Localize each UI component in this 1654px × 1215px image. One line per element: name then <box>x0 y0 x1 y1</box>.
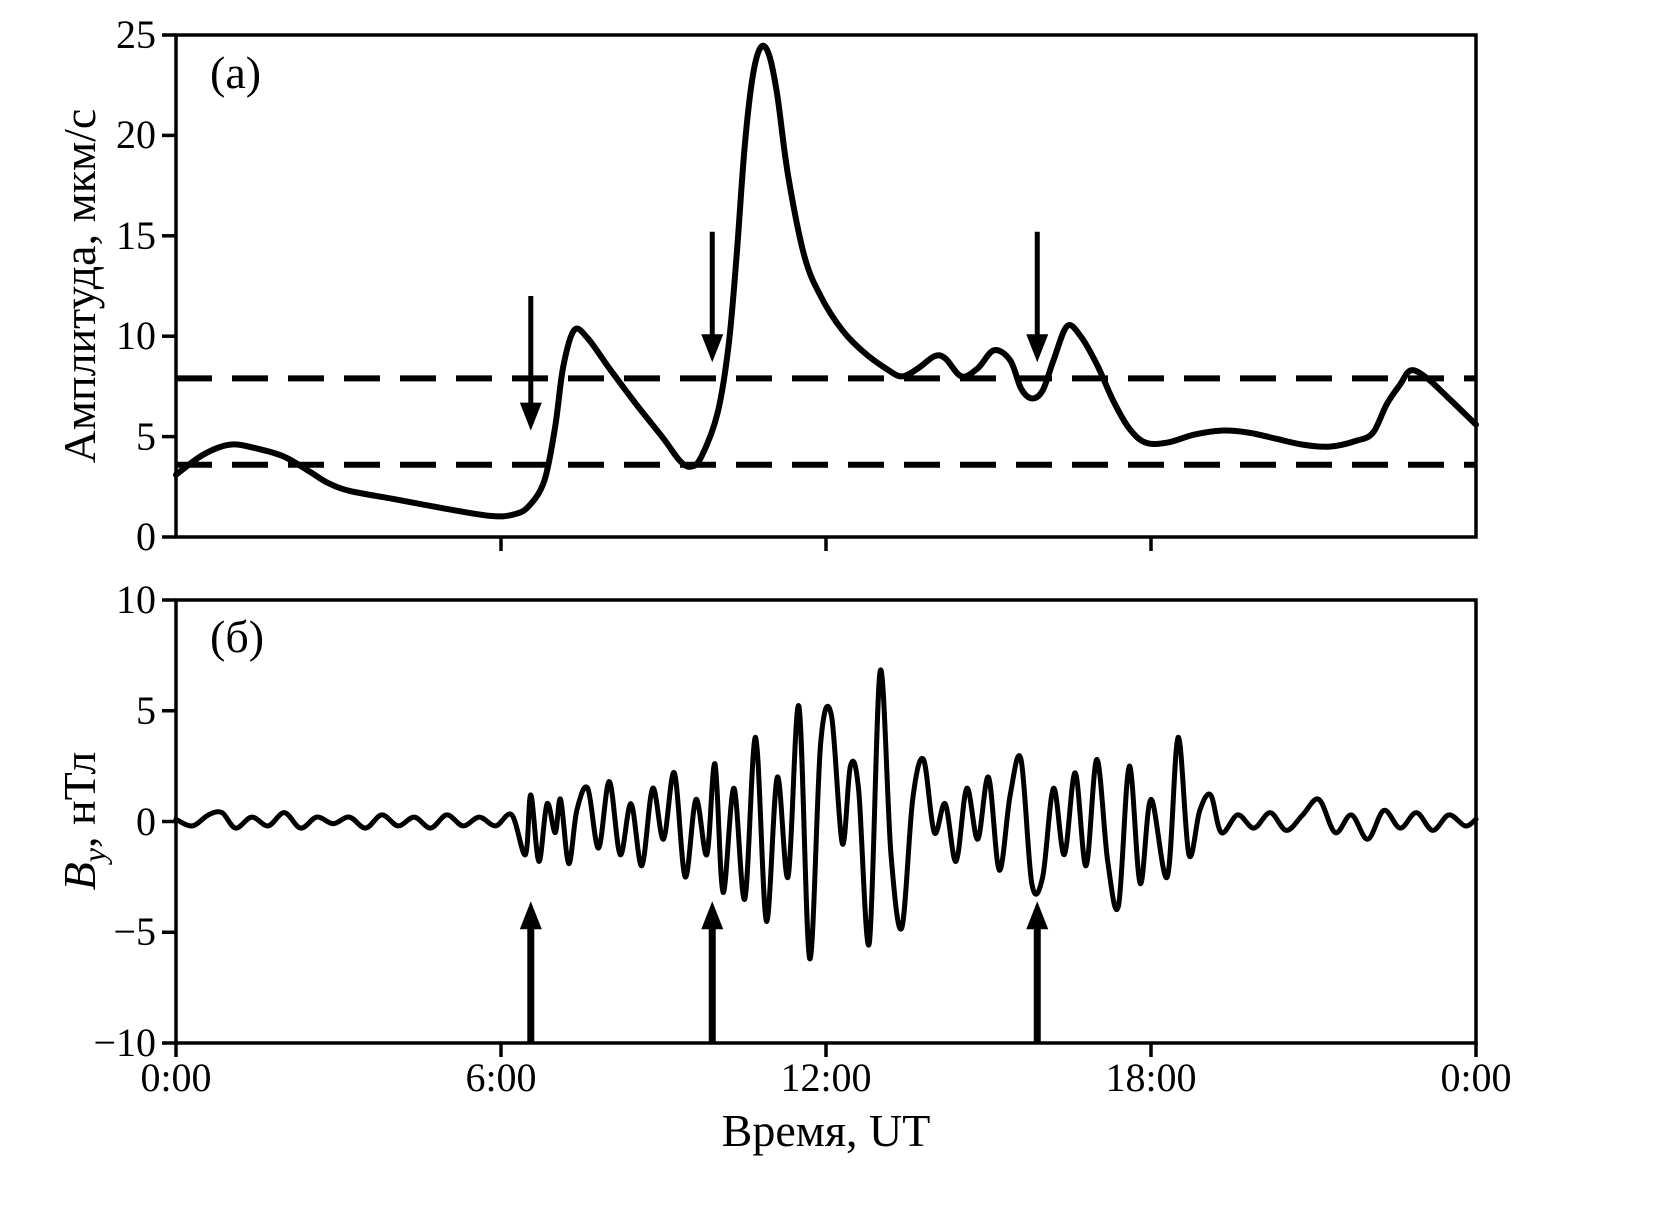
xtick-0600: 6:00 <box>465 1055 537 1100</box>
amplitude-series-line <box>173 42 1479 520</box>
panel-a-ytick-20: 20 <box>116 112 156 157</box>
panel-a-ytick-0: 0 <box>136 514 156 559</box>
panel-b-ytick-0: 0 <box>136 799 156 844</box>
by-symbol: B <box>54 862 105 891</box>
panel-b-event-arrow-0-head <box>519 901 542 930</box>
panel-a-letter: (а) <box>210 47 262 98</box>
panel-b-ytick-m5: −5 <box>113 909 156 954</box>
xtick-1200: 12:00 <box>780 1055 872 1100</box>
xtick-0000-left: 0:00 <box>140 1055 212 1100</box>
panel-a-ytick-25: 25 <box>116 12 156 57</box>
by-subscript: y <box>76 848 113 863</box>
panel-b-ytick-10: 10 <box>116 577 156 622</box>
panel-a-event-arrow-0-head <box>519 402 542 431</box>
panel-a-frame <box>174 33 1478 539</box>
panel-a-ytick-5: 5 <box>136 414 156 459</box>
panel-a-event-arrow-2-head <box>1026 334 1049 363</box>
panel-b-letter: (б) <box>210 611 265 662</box>
panel-b-event-arrow-1-head <box>701 901 724 930</box>
panel-b-event-arrow-2-head <box>1026 901 1049 930</box>
panel-b-ytick-m10: −10 <box>93 1020 156 1065</box>
panel-a-ytick-15: 15 <box>116 213 156 258</box>
panel-a-ytick-10: 10 <box>116 313 156 358</box>
panel-a-event-arrow-1-head <box>701 334 724 363</box>
by-units: , нТл <box>54 751 105 849</box>
x-axis-label: Время, UT <box>721 1105 931 1156</box>
panel-a-ylabel: Амплитуда, мкм/с <box>54 108 105 464</box>
xtick-0000-right: 0:00 <box>1440 1055 1512 1100</box>
panel-b-ytick-5: 5 <box>136 688 156 733</box>
xtick-1800: 18:00 <box>1105 1055 1197 1100</box>
panel-b-ylabel: By, нТл <box>54 671 112 971</box>
by-series-line <box>173 667 1479 962</box>
